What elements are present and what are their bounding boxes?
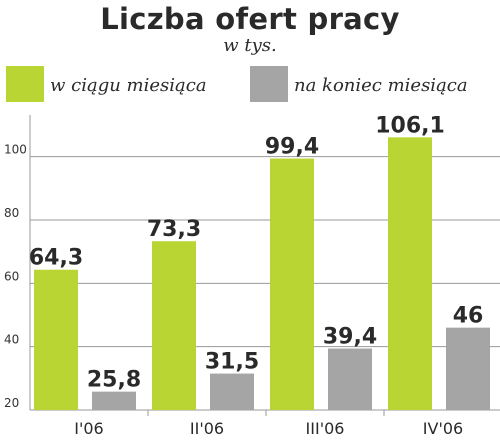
legend-label-end-of-month: na koniec miesiąca <box>294 75 468 96</box>
chart-title: Liczba ofert pracy <box>100 2 400 36</box>
x-tick-label: III'06 <box>306 419 345 438</box>
y-tick-label: 40 <box>4 333 19 347</box>
legend-label-monthly: w ciągu miesiąca <box>50 75 207 96</box>
data-label: 46 <box>453 304 484 329</box>
legend-swatch-monthly <box>6 66 44 102</box>
bar <box>388 137 432 410</box>
legend-swatch-end-of-month <box>250 66 288 102</box>
x-tick-label: I'06 <box>74 419 103 438</box>
data-label: 99,4 <box>265 135 319 160</box>
bar <box>328 348 372 410</box>
bar <box>92 391 136 410</box>
y-tick-label: 60 <box>4 269 19 283</box>
data-label: 25,8 <box>87 368 141 393</box>
bar <box>152 241 196 410</box>
bar <box>270 158 314 410</box>
data-label: 39,4 <box>323 325 377 350</box>
data-label: 106,1 <box>375 113 445 138</box>
chart-subtitle: w tys. <box>223 35 277 56</box>
y-tick-label: 80 <box>4 206 19 220</box>
y-tick-label: 20 <box>4 396 19 410</box>
x-tick-label: II'06 <box>190 419 224 438</box>
data-label: 73,3 <box>147 217 201 242</box>
bar <box>34 269 78 410</box>
data-label: 31,5 <box>205 350 259 375</box>
bar <box>446 327 490 410</box>
x-tick-label: IV'06 <box>423 419 463 438</box>
bar <box>210 373 254 410</box>
y-tick-label: 100 <box>4 143 27 157</box>
data-label: 64,3 <box>29 246 83 271</box>
